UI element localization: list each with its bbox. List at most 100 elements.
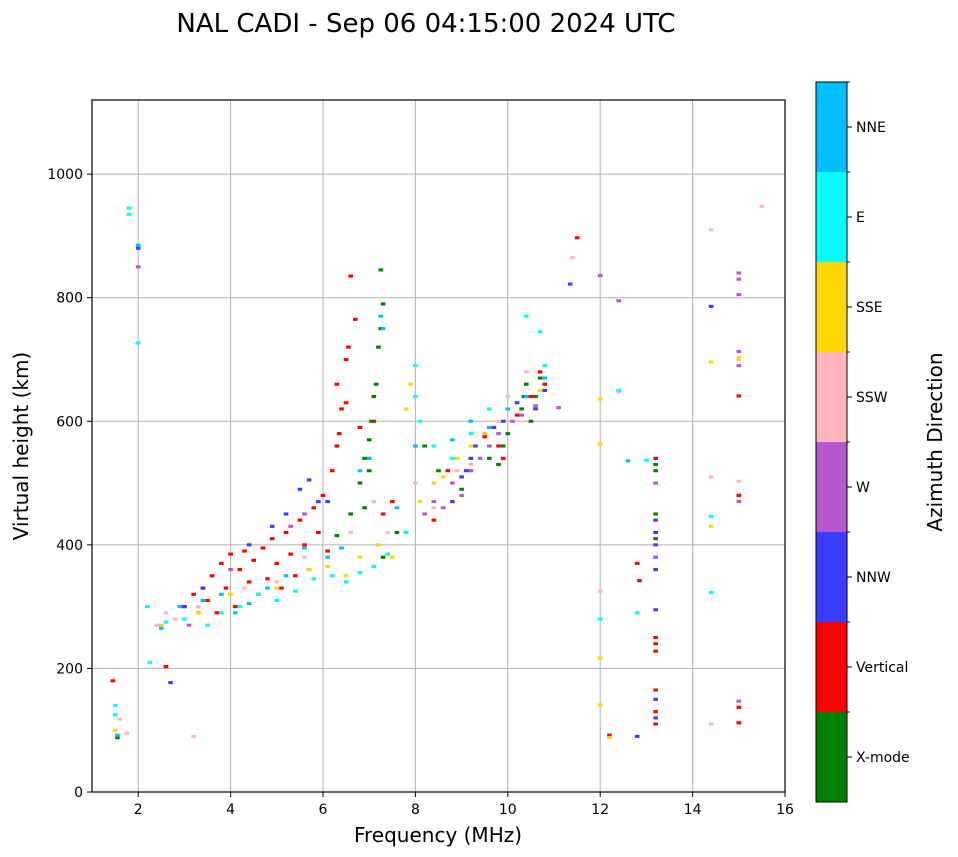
colorbar-swatch xyxy=(816,712,847,802)
data-point xyxy=(653,518,658,522)
data-point xyxy=(182,617,187,621)
data-point xyxy=(135,265,141,269)
data-point xyxy=(496,444,501,448)
data-point xyxy=(523,370,529,374)
data-point xyxy=(736,705,742,709)
data-point xyxy=(736,293,742,297)
data-point xyxy=(500,419,506,423)
data-point xyxy=(380,327,386,331)
data-point xyxy=(246,580,252,584)
data-point xyxy=(533,407,538,411)
data-point xyxy=(302,546,307,550)
colorbar-label-item: X-mode xyxy=(856,750,910,766)
data-point xyxy=(371,564,377,569)
data-point xyxy=(325,500,330,504)
y-tick-label: 200 xyxy=(56,661,83,677)
data-point xyxy=(533,395,538,399)
data-point xyxy=(496,432,501,436)
data-point xyxy=(574,236,580,240)
data-point xyxy=(297,518,303,522)
data-point xyxy=(112,703,118,708)
data-point xyxy=(450,456,455,460)
data-point xyxy=(343,401,349,405)
data-point xyxy=(329,574,335,578)
data-point xyxy=(708,304,714,308)
data-point xyxy=(357,481,363,485)
data-point xyxy=(371,395,377,399)
data-point xyxy=(228,592,233,596)
data-point xyxy=(274,561,280,565)
data-point xyxy=(112,713,118,717)
data-point xyxy=(223,586,229,590)
data-point xyxy=(158,623,164,627)
data-point xyxy=(163,665,169,669)
data-point xyxy=(450,481,455,485)
data-point xyxy=(505,395,511,399)
data-point xyxy=(468,469,474,473)
data-point xyxy=(228,552,233,556)
data-point xyxy=(468,462,474,467)
data-point xyxy=(708,524,714,528)
colorbar-label-item: Vertical xyxy=(856,660,908,676)
data-point xyxy=(417,500,423,504)
data-point xyxy=(343,580,349,584)
data-point xyxy=(542,364,548,368)
grid-lines xyxy=(92,100,785,792)
data-point xyxy=(302,512,307,516)
data-point xyxy=(366,469,372,473)
data-point xyxy=(320,493,326,497)
data-point xyxy=(325,564,330,569)
data-point xyxy=(431,444,437,448)
data-point xyxy=(311,506,317,510)
data-point xyxy=(459,475,464,479)
data-point xyxy=(413,444,418,448)
data-point xyxy=(385,530,390,535)
data-point xyxy=(389,555,395,559)
data-point xyxy=(653,555,658,559)
x-axis: 2 4 6 8 10 12 14 16 xyxy=(134,792,794,818)
data-point xyxy=(380,512,386,516)
data-point xyxy=(491,425,497,430)
data-point xyxy=(463,469,469,473)
data-point xyxy=(348,530,354,535)
colorbar-label-item: W xyxy=(856,480,870,496)
data-point xyxy=(288,552,293,556)
data-point xyxy=(505,432,511,436)
data-point xyxy=(759,204,765,208)
data-point xyxy=(297,487,303,491)
x-tick-label: 14 xyxy=(684,802,702,818)
y-tick-label: 600 xyxy=(56,414,83,430)
data-point xyxy=(205,598,210,603)
colorbar-label-item: E xyxy=(856,210,865,226)
data-point xyxy=(288,524,293,528)
data-point xyxy=(115,736,120,740)
data-point xyxy=(357,469,363,473)
data-point xyxy=(653,710,658,714)
data-point xyxy=(200,586,206,590)
data-point xyxy=(459,493,464,497)
data-point xyxy=(246,543,252,547)
data-point xyxy=(523,314,529,318)
plot-area xyxy=(91,99,786,793)
data-point xyxy=(570,256,575,260)
data-point xyxy=(269,524,275,528)
colorbar-swatch xyxy=(816,262,847,352)
data-point xyxy=(634,734,640,738)
data-point xyxy=(537,370,543,374)
data-point xyxy=(163,620,169,624)
data-point xyxy=(135,243,141,247)
data-point xyxy=(329,469,335,473)
data-point xyxy=(163,611,169,615)
data-point xyxy=(528,395,534,399)
colorbar-label-item: NNE xyxy=(856,120,886,136)
data-point xyxy=(316,500,321,504)
colorbar-label: Azimuth Direction xyxy=(923,352,947,531)
data-point xyxy=(200,598,206,603)
data-point xyxy=(191,592,196,596)
colorbar-label-item: SSW xyxy=(856,390,888,406)
data-point xyxy=(634,611,640,615)
data-point xyxy=(380,302,386,306)
data-point xyxy=(376,345,381,349)
data-point xyxy=(242,586,247,590)
